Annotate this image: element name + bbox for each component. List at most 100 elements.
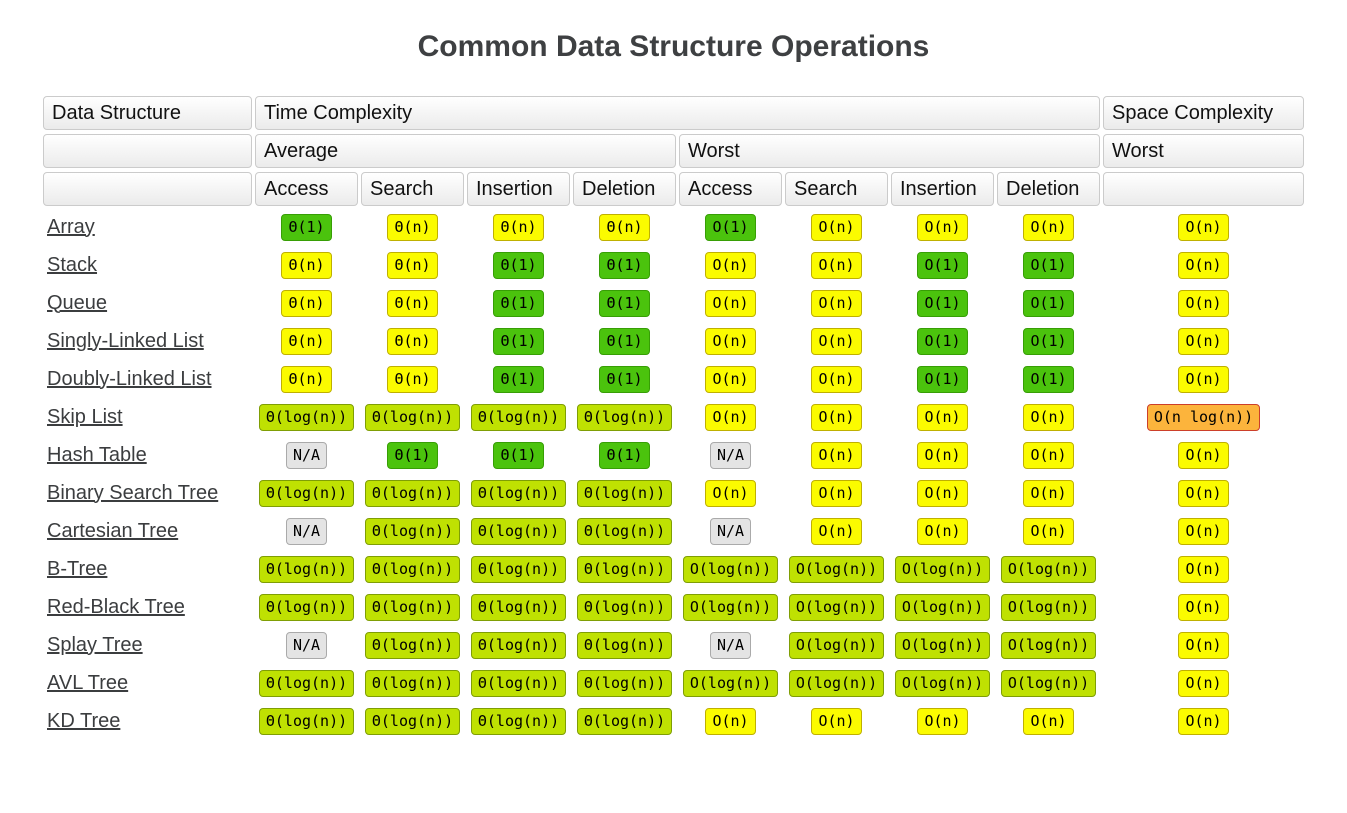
cell-skip-list-avg-access: Θ(log(n)) [255, 400, 358, 434]
header-space-worst: Worst [1103, 134, 1304, 168]
cell-b-tree-worst-search: O(log(n)) [785, 552, 888, 586]
cell-avl-tree-worst-deletion: O(log(n)) [997, 666, 1100, 700]
header-row-3: Access Search Insertion Deletion Access … [43, 172, 1304, 206]
complexity-badge-queue-space-worst: O(n) [1178, 289, 1229, 317]
complexity-badge-splay-tree-avg-search: Θ(log(n)) [364, 631, 461, 659]
cell-kd-tree-avg-insertion: Θ(log(n)) [467, 704, 570, 738]
complexity-badge-array-avg-search: Θ(n) [387, 213, 438, 241]
complexity-badge-skip-list-avg-access: Θ(log(n)) [258, 403, 355, 431]
row-link-queue[interactable]: Queue [47, 291, 108, 314]
cell-singly-linked-list-avg-access: Θ(n) [255, 324, 358, 358]
complexity-badge-skip-list-worst-access: O(n) [705, 403, 756, 431]
complexity-badge-queue-worst-access: O(n) [705, 289, 756, 317]
complexity-badge-array-avg-deletion: Θ(n) [599, 213, 650, 241]
complexity-table: Data Structure Time Complexity Space Com… [40, 92, 1307, 742]
row-link-array[interactable]: Array [47, 215, 95, 238]
row-link-b-tree[interactable]: B-Tree [47, 557, 108, 580]
complexity-badge-stack-worst-search: O(n) [811, 251, 862, 279]
cell-singly-linked-list-space-worst: O(n) [1103, 324, 1304, 358]
cell-red-black-tree-space-worst: O(n) [1103, 590, 1304, 624]
complexity-badge-avl-tree-worst-insertion: O(log(n)) [894, 669, 991, 697]
cell-stack-worst-deletion: O(1) [997, 248, 1100, 282]
complexity-badge-hash-table-worst-deletion: O(n) [1023, 441, 1074, 469]
complexity-badge-hash-table-avg-access: N/A [285, 441, 328, 469]
complexity-badge-b-tree-worst-insertion: O(log(n)) [894, 555, 991, 583]
row-link-binary-search-tree[interactable]: Binary Search Tree [47, 481, 219, 504]
cell-hash-table-avg-search: Θ(1) [361, 438, 464, 472]
complexity-badge-splay-tree-worst-search: O(log(n)) [788, 631, 885, 659]
row-link-skip-list[interactable]: Skip List [47, 405, 123, 428]
complexity-badge-cartesian-tree-worst-insertion: O(n) [917, 517, 968, 545]
table-row-b-tree: B-Tree Θ(log(n)) Θ(log(n)) Θ(log(n)) Θ(log(n… [43, 552, 1304, 586]
cell-array-worst-insertion: O(n) [891, 210, 994, 244]
cell-splay-tree-worst-insertion: O(log(n)) [891, 628, 994, 662]
cell-queue-avg-deletion: Θ(1) [573, 286, 676, 320]
header-op-worst-search: Search [785, 172, 888, 206]
cell-binary-search-tree-avg-deletion: Θ(log(n)) [573, 476, 676, 510]
cell-singly-linked-list-avg-deletion: Θ(1) [573, 324, 676, 358]
cell-kd-tree-avg-deletion: Θ(log(n)) [573, 704, 676, 738]
header-time-average: Average [255, 134, 676, 168]
row-link-stack[interactable]: Stack [47, 253, 98, 276]
complexity-badge-binary-search-tree-avg-search: Θ(log(n)) [364, 479, 461, 507]
complexity-badge-red-black-tree-space-worst: O(n) [1178, 593, 1229, 621]
row-link-kd-tree[interactable]: KD Tree [47, 709, 121, 732]
row-link-hash-table[interactable]: Hash Table [47, 443, 147, 466]
complexity-badge-queue-avg-access: Θ(n) [281, 289, 332, 317]
row-name-cell: KD Tree [43, 704, 252, 738]
complexity-badge-kd-tree-worst-insertion: O(n) [917, 707, 968, 735]
complexity-badge-array-worst-access: O(1) [705, 213, 756, 241]
row-link-cartesian-tree[interactable]: Cartesian Tree [47, 519, 179, 542]
complexity-badge-stack-avg-search: Θ(n) [387, 251, 438, 279]
complexity-badge-doubly-linked-list-avg-search: Θ(n) [387, 365, 438, 393]
complexity-badge-cartesian-tree-avg-search: Θ(log(n)) [364, 517, 461, 545]
complexity-badge-skip-list-avg-search: Θ(log(n)) [364, 403, 461, 431]
cell-kd-tree-worst-search: O(n) [785, 704, 888, 738]
cell-avl-tree-space-worst: O(n) [1103, 666, 1304, 700]
row-link-doubly-linked-list[interactable]: Doubly-Linked List [47, 367, 212, 390]
row-link-red-black-tree[interactable]: Red-Black Tree [47, 595, 185, 618]
complexity-badge-stack-space-worst: O(n) [1178, 251, 1229, 279]
complexity-badge-avl-tree-avg-access: Θ(log(n)) [258, 669, 355, 697]
cell-splay-tree-avg-search: Θ(log(n)) [361, 628, 464, 662]
cell-hash-table-space-worst: O(n) [1103, 438, 1304, 472]
complexity-badge-b-tree-worst-deletion: O(log(n)) [1000, 555, 1097, 583]
complexity-badge-queue-worst-search: O(n) [811, 289, 862, 317]
complexity-badge-singly-linked-list-space-worst: O(n) [1178, 327, 1229, 355]
complexity-badge-hash-table-avg-insertion: Θ(1) [493, 441, 544, 469]
row-name-cell: Doubly-Linked List [43, 362, 252, 396]
complexity-badge-stack-worst-deletion: O(1) [1023, 251, 1074, 279]
cell-queue-avg-access: Θ(n) [255, 286, 358, 320]
cell-b-tree-worst-insertion: O(log(n)) [891, 552, 994, 586]
header-op-worst-insertion: Insertion [891, 172, 994, 206]
row-link-avl-tree[interactable]: AVL Tree [47, 671, 129, 694]
cell-doubly-linked-list-worst-access: O(n) [679, 362, 782, 396]
cell-doubly-linked-list-worst-search: O(n) [785, 362, 888, 396]
cell-kd-tree-space-worst: O(n) [1103, 704, 1304, 738]
complexity-badge-hash-table-avg-deletion: Θ(1) [599, 441, 650, 469]
complexity-badge-cartesian-tree-worst-search: O(n) [811, 517, 862, 545]
cell-skip-list-avg-insertion: Θ(log(n)) [467, 400, 570, 434]
complexity-badge-queue-avg-deletion: Θ(1) [599, 289, 650, 317]
cell-doubly-linked-list-worst-insertion: O(1) [891, 362, 994, 396]
cell-queue-space-worst: O(n) [1103, 286, 1304, 320]
row-name-cell: Array [43, 210, 252, 244]
cell-array-worst-deletion: O(n) [997, 210, 1100, 244]
cell-avl-tree-worst-access: O(log(n)) [679, 666, 782, 700]
complexity-badge-red-black-tree-worst-access: O(log(n)) [682, 593, 779, 621]
cell-stack-avg-deletion: Θ(1) [573, 248, 676, 282]
cell-binary-search-tree-worst-search: O(n) [785, 476, 888, 510]
cell-singly-linked-list-worst-insertion: O(1) [891, 324, 994, 358]
table-row-queue: Queue Θ(n) Θ(n) Θ(1) Θ(1) O(n) O(n) O(1) O(1) O(n… [43, 286, 1304, 320]
row-link-splay-tree[interactable]: Splay Tree [47, 633, 143, 656]
complexity-badge-stack-worst-access: O(n) [705, 251, 756, 279]
complexity-badge-splay-tree-avg-access: N/A [285, 631, 328, 659]
table-row-red-black-tree: Red-Black Tree Θ(log(n)) Θ(log(n)) Θ(log(n)… [43, 590, 1304, 624]
cell-red-black-tree-worst-deletion: O(log(n)) [997, 590, 1100, 624]
header-op-worst-access: Access [679, 172, 782, 206]
complexity-badge-array-avg-insertion: Θ(n) [493, 213, 544, 241]
cell-stack-worst-access: O(n) [679, 248, 782, 282]
row-link-singly-linked-list[interactable]: Singly-Linked List [47, 329, 204, 352]
cell-skip-list-worst-deletion: O(n) [997, 400, 1100, 434]
complexity-badge-doubly-linked-list-worst-access: O(n) [705, 365, 756, 393]
